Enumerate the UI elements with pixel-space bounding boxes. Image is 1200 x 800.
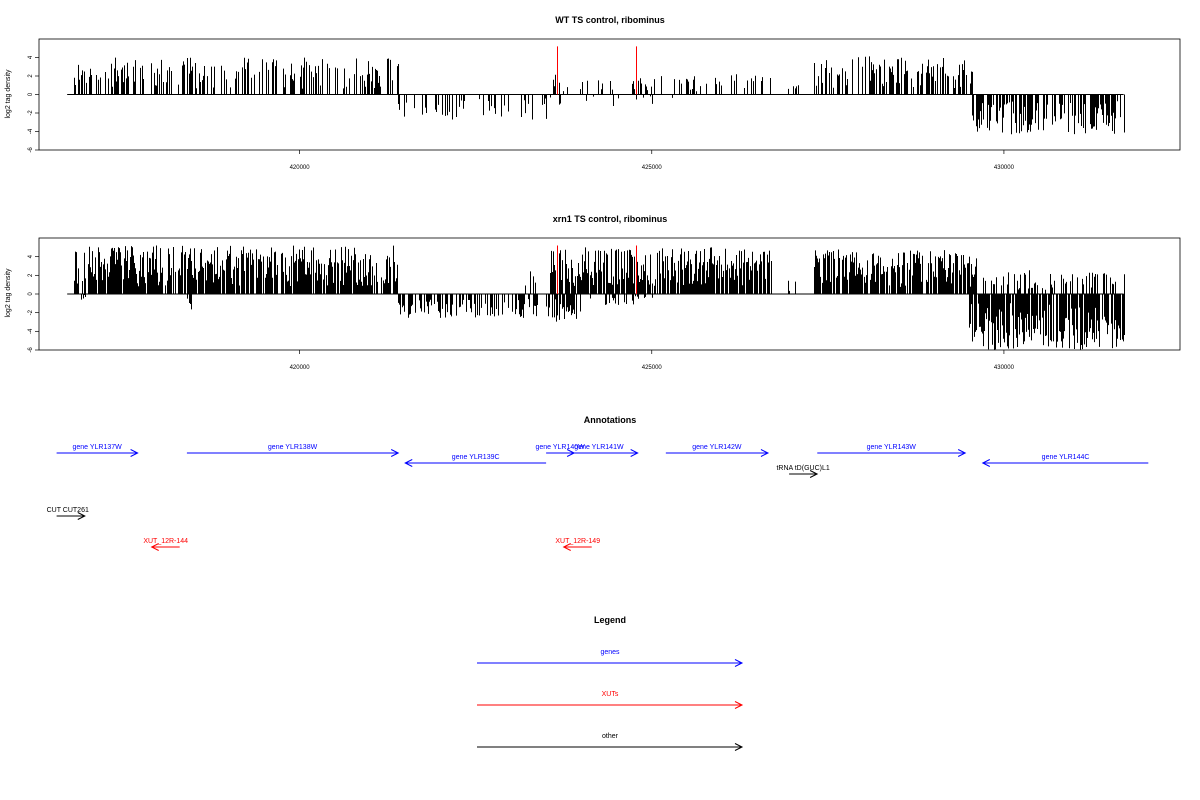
y-tick-label: -6 bbox=[28, 347, 34, 353]
y-tick-label: 2 bbox=[28, 273, 34, 277]
legend-label: XUTs bbox=[602, 691, 619, 698]
track-1-plot: 4 2 0 -2 -4 -6 420000 425000 430000 bbox=[28, 38, 1181, 171]
annotation-label: gene YLR138W bbox=[268, 444, 318, 451]
y-tick-label: 4 bbox=[28, 55, 34, 59]
y-tick-label: 0 bbox=[28, 92, 34, 96]
annotation-arrow bbox=[560, 449, 639, 457]
y-tick-label: 4 bbox=[28, 254, 34, 258]
annotation-arrow bbox=[404, 459, 547, 467]
x-tick-label: 425000 bbox=[642, 365, 663, 371]
x-tick-label: 420000 bbox=[290, 365, 311, 371]
annotations-title: Annotations bbox=[584, 415, 637, 425]
annotation-label: gene YLR140W bbox=[535, 444, 585, 451]
signal-bars bbox=[74, 56, 1125, 135]
legend-label: other bbox=[602, 733, 619, 740]
annotation-label: gene YLR137W bbox=[72, 444, 122, 451]
annotation-arrow bbox=[56, 512, 86, 520]
x-tick-label: 420000 bbox=[290, 165, 311, 171]
annotation-arrow bbox=[150, 543, 180, 551]
signal-bars bbox=[74, 245, 1125, 350]
y-tick-label: 2 bbox=[28, 74, 34, 78]
x-tick-label: 430000 bbox=[994, 165, 1015, 171]
legend-arrow bbox=[477, 701, 744, 709]
annotation-arrow bbox=[562, 543, 592, 551]
annotation-label: gene YLR141W bbox=[574, 444, 624, 451]
y-tick-label: -4 bbox=[28, 328, 34, 334]
legend-arrow bbox=[477, 659, 744, 667]
x-tick-label: 430000 bbox=[994, 365, 1015, 371]
annotation-label: CUT CUT261 bbox=[47, 507, 89, 514]
y-tick-label: 0 bbox=[28, 292, 34, 296]
track-1-title: WT TS control, ribominus bbox=[555, 15, 665, 25]
annotation-arrow bbox=[817, 449, 967, 457]
annotation-label: XUT_12R-149 bbox=[555, 538, 600, 545]
y-tick-label: -4 bbox=[28, 128, 34, 134]
annotation-label: gene YLR139C bbox=[452, 454, 500, 461]
annotation-label: XUT_12R-144 bbox=[143, 538, 188, 545]
annotation-label: gene YLR143W bbox=[867, 444, 917, 451]
annotation-label: gene YLR142W bbox=[692, 444, 742, 451]
annotation-arrow bbox=[665, 449, 770, 457]
y-tick-label: -6 bbox=[28, 147, 34, 153]
annotation-label: gene YLR144C bbox=[1042, 454, 1090, 461]
y-tick-label: -2 bbox=[28, 110, 34, 116]
annotation-arrow bbox=[789, 470, 819, 478]
annotation-arrow bbox=[981, 459, 1149, 467]
track-2-plot: 4 2 0 -2 -4 -6 420000 425000 430000 bbox=[28, 237, 1181, 371]
legend-label: genes bbox=[600, 649, 620, 656]
x-tick-label: 425000 bbox=[642, 165, 663, 171]
legend-arrow bbox=[477, 743, 744, 751]
annotation-arrow bbox=[186, 449, 400, 457]
track-1-y-axis-label: log2 tag density bbox=[5, 69, 12, 119]
legend: genes XUTs other bbox=[477, 649, 744, 751]
track-2-y-axis-label: log2 tag density bbox=[5, 268, 12, 318]
annotation-label: tRNA tD(GUC)L1 bbox=[776, 465, 829, 472]
annotation-arrow bbox=[56, 449, 139, 457]
annotations-panel: gene YLR137W gene YLR138W gene YLR139C gene… bbox=[47, 444, 1149, 551]
legend-title: Legend bbox=[594, 615, 626, 625]
track-2-title: xrn1 TS control, ribominus bbox=[553, 214, 668, 224]
y-tick-label: -2 bbox=[28, 309, 34, 315]
